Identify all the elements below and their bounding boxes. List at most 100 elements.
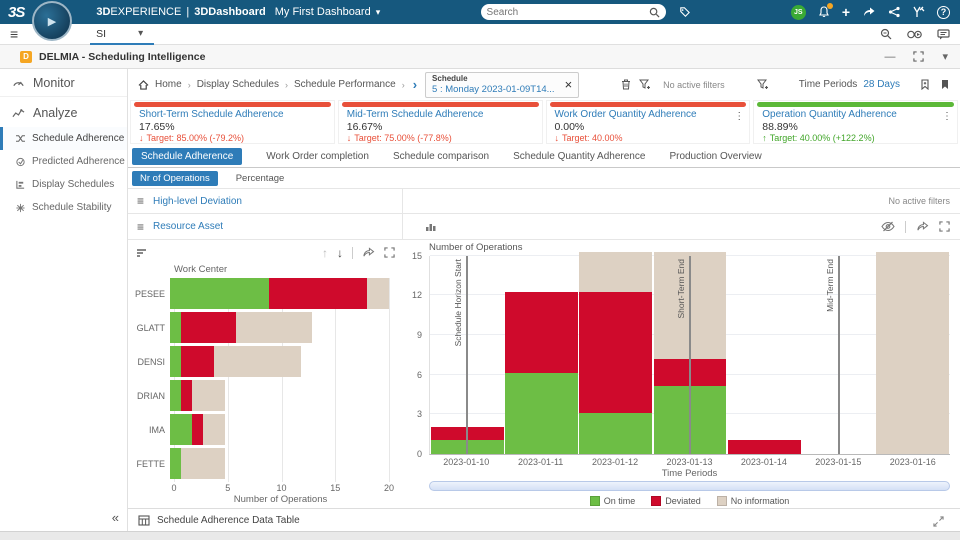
work-center-bar-drian[interactable]: [170, 380, 389, 412]
tab-production-overview[interactable]: Production Overview: [669, 151, 762, 162]
bar-segment-no-information[interactable]: [579, 251, 653, 293]
work-center-bar-pesee[interactable]: [170, 278, 389, 310]
legend-item-deviated[interactable]: Deviated: [651, 495, 701, 506]
sort-ascending-icon[interactable]: ↑: [322, 245, 328, 260]
sidebar-collapse-icon[interactable]: «: [111, 510, 119, 525]
sidebar-section-monitor[interactable]: Monitor: [0, 69, 127, 97]
widget-maximize-icon[interactable]: [913, 51, 925, 62]
sidebar-item-schedule-adherence[interactable]: Schedule Adherence: [0, 127, 127, 150]
menu-hamburger-icon[interactable]: ≡: [10, 26, 19, 42]
bookmark-icon[interactable]: [940, 79, 950, 90]
export-share-icon[interactable]: [362, 247, 375, 258]
bar-segment-on-time[interactable]: [505, 372, 578, 454]
sidebar-item-predicted-adherence[interactable]: Predicted Adherence: [0, 150, 127, 173]
share-arrow-icon[interactable]: [862, 6, 876, 18]
3dexperience-compass-icon[interactable]: ▶: [32, 1, 72, 41]
section-hamburger-icon[interactable]: ≡: [137, 194, 145, 208]
search-icon[interactable]: [649, 7, 660, 18]
bar-segment-no-information[interactable]: [213, 346, 302, 378]
data-table-label[interactable]: Schedule Adherence Data Table: [157, 514, 300, 526]
sidebar-section-analyze[interactable]: Analyze: [0, 99, 127, 127]
section-title[interactable]: Resource Asset: [153, 221, 224, 232]
sort-descending-icon[interactable]: ↓: [337, 245, 343, 260]
bar-segment-deviated[interactable]: [268, 278, 368, 310]
tab-si-chevron-icon[interactable]: ▾: [138, 28, 144, 39]
sidebar-item-display-schedules[interactable]: Display Schedules: [0, 173, 127, 196]
kpi-mid-term-schedule-adherence[interactable]: Mid-Term Schedule Adherence 16.67% ↓ Targ…: [337, 100, 543, 144]
tab-si-label[interactable]: SI: [96, 28, 107, 40]
zoom-search-icon[interactable]: [880, 28, 893, 40]
section-title[interactable]: High-level Deviation: [153, 195, 242, 207]
bar-segment-on-time[interactable]: [170, 380, 181, 412]
time-period-bar-2023-01-14[interactable]: [727, 440, 801, 454]
schedule-tab-card[interactable]: Schedule 5 : Monday 2023-01-09T14... ×: [425, 71, 580, 98]
export-share-icon[interactable]: [916, 221, 929, 232]
bar-segment-deviated[interactable]: [191, 414, 203, 446]
bar-segment-on-time[interactable]: [579, 413, 653, 454]
media-player-icon[interactable]: [907, 29, 923, 40]
notifications-bell-icon[interactable]: [818, 3, 833, 18]
tab-si[interactable]: SI ▾: [90, 24, 155, 45]
filter-add-icon[interactable]: [639, 79, 651, 90]
breadcrumb-home[interactable]: Home: [155, 79, 182, 90]
sort-icon[interactable]: [136, 248, 148, 258]
bookmark-add-icon[interactable]: [920, 79, 930, 90]
kpi-menu-kebab-icon[interactable]: ⋮: [942, 111, 952, 122]
bar-segment-no-information[interactable]: [367, 278, 389, 310]
bar-segment-no-information[interactable]: [191, 380, 225, 412]
kpi-work-order-quantity-adherence[interactable]: Work Order Quantity Adherence 0.00% ↓ Tar…: [545, 100, 751, 144]
bar-segment-deviated[interactable]: [180, 346, 214, 378]
hide-eye-off-icon[interactable]: [881, 221, 895, 232]
bar-segment-on-time[interactable]: [170, 414, 192, 446]
resize-handle-icon[interactable]: [933, 516, 944, 527]
bar-segment-on-time[interactable]: [170, 278, 269, 310]
work-center-bar-glatt[interactable]: [170, 312, 389, 344]
bar-segment-deviated[interactable]: [579, 292, 653, 414]
bar-segment-deviated[interactable]: [727, 440, 801, 454]
search-box[interactable]: [480, 4, 666, 20]
home-icon[interactable]: [138, 79, 149, 90]
time-period-bar-2023-01-11[interactable]: [505, 292, 578, 454]
kpi-operation-quantity-adherence[interactable]: Operation Quantity Adherence 88.89% ↑ Tar…: [753, 100, 958, 144]
avatar[interactable]: JS: [790, 4, 806, 20]
search-input[interactable]: [486, 6, 645, 18]
expand-icon[interactable]: [939, 221, 950, 232]
tab-schedule-comparison[interactable]: Schedule comparison: [392, 151, 490, 162]
section-header[interactable]: ≡ Resource Asset: [128, 214, 403, 239]
time-period-bar-2023-01-16[interactable]: [876, 251, 950, 454]
help-icon[interactable]: ?: [937, 5, 950, 19]
widget-menu-chevron-icon[interactable]: ▾: [942, 51, 948, 63]
legend-item-no-information[interactable]: No information: [716, 495, 789, 506]
work-center-bar-fette[interactable]: [170, 448, 389, 480]
expand-icon[interactable]: [384, 247, 395, 259]
legend-item-on-time[interactable]: On time: [589, 495, 635, 506]
bar-segment-deviated[interactable]: [180, 312, 236, 344]
subtab-percentage[interactable]: Percentage: [235, 172, 285, 184]
tab-schedule-quantity-adherence[interactable]: Schedule Quantity Adherence: [513, 151, 646, 162]
breadcrumb-display-schedules[interactable]: Display Schedules: [196, 79, 279, 90]
breadcrumb-schedule-performance[interactable]: Schedule Performance: [293, 79, 396, 90]
add-icon[interactable]: +: [841, 4, 850, 20]
widget-minimize-icon[interactable]: —: [884, 50, 896, 63]
bar-segment-deviated[interactable]: [505, 292, 578, 373]
bar-segment-no-information[interactable]: [202, 414, 225, 446]
bar-segment-on-time[interactable]: [170, 346, 181, 378]
bar-segment-on-time[interactable]: [170, 448, 181, 480]
subtab-nr-of-operations[interactable]: Nr of Operations: [132, 170, 218, 186]
bar-segment-no-information[interactable]: [235, 312, 313, 344]
breadcrumb-expand-chevron[interactable]: ›: [412, 77, 418, 92]
time-periods-value[interactable]: 28 Days: [863, 79, 900, 90]
time-period-bar-2023-01-12[interactable]: [579, 251, 653, 454]
table-icon[interactable]: [138, 514, 150, 526]
kpi-menu-kebab-icon[interactable]: ⋮: [734, 111, 745, 122]
share-nodes-icon[interactable]: [888, 6, 900, 18]
tag-icon[interactable]: [678, 6, 691, 19]
work-center-bar-ima[interactable]: [170, 414, 389, 446]
kpi-short-term-schedule-adherence[interactable]: Short-Term Schedule Adherence 17.65% ↓ Ta…: [130, 100, 335, 144]
tab-schedule-adherence[interactable]: Schedule Adherence: [132, 148, 243, 165]
tab-work-order-completion[interactable]: Work Order completion: [266, 151, 369, 162]
sidebar-item-schedule-stability[interactable]: Schedule Stability: [0, 196, 127, 219]
filter-icon[interactable]: [756, 79, 769, 90]
dashboard-chevron-icon[interactable]: ▾: [375, 6, 381, 17]
dashboard-name[interactable]: My First Dashboard: [274, 6, 371, 18]
